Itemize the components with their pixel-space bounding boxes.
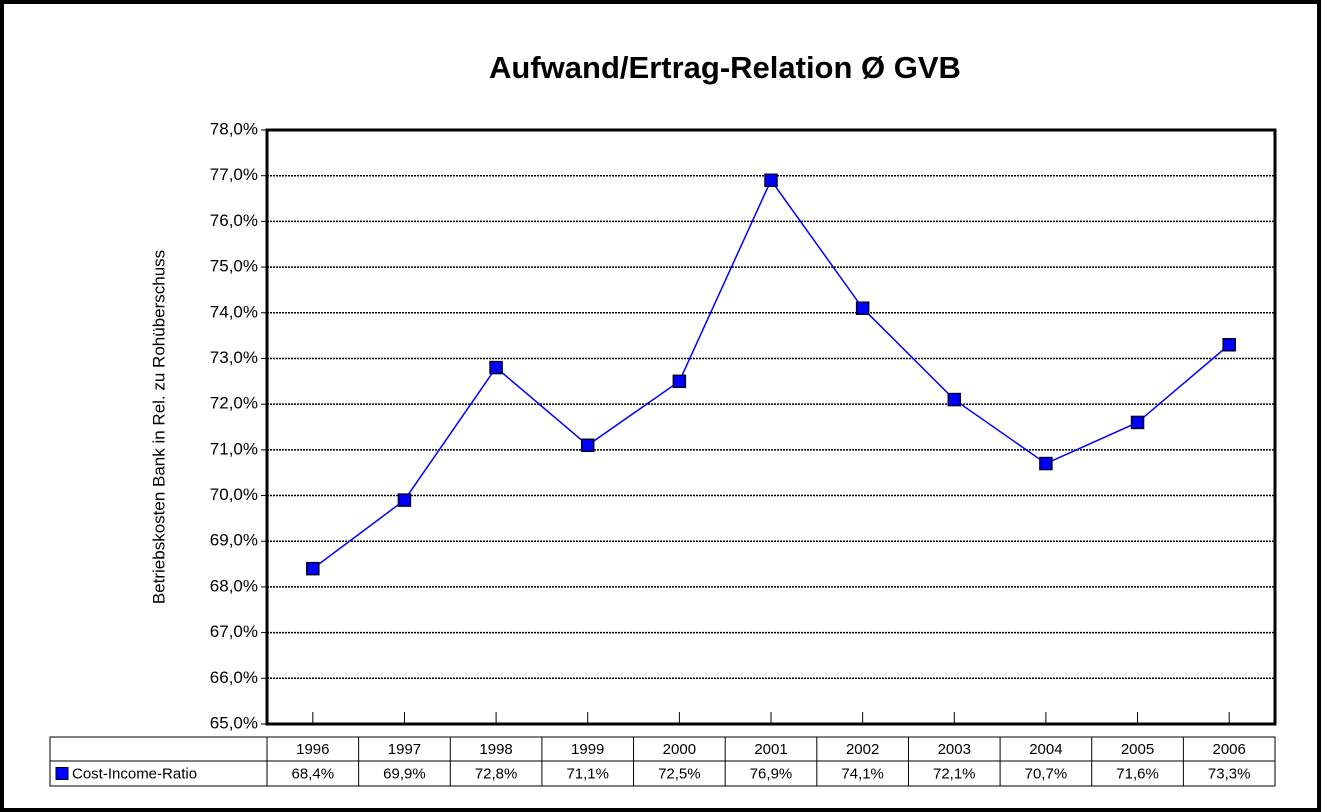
data-point [397, 493, 412, 507]
data-label: 73,3% [1208, 765, 1251, 782]
data-point [489, 360, 503, 375]
data-label: 72,8% [475, 765, 518, 782]
data-label: 72,5% [658, 765, 701, 782]
data-label: 70,7% [1025, 765, 1068, 782]
y-tick-label: 66,0% [210, 668, 258, 687]
data-point [1039, 456, 1053, 471]
x-tick-label: 2001 [754, 741, 787, 758]
data-label: 69,9% [383, 765, 426, 782]
x-tick-label: 1996 [296, 741, 329, 758]
y-tick-label: 67,0% [210, 622, 258, 641]
y-tick-label: 68,0% [210, 576, 258, 595]
data-point [764, 173, 778, 188]
data-point [947, 392, 962, 407]
data-point [580, 438, 595, 453]
y-tick-label: 78,0% [210, 119, 258, 138]
y-tick-label: 71,0% [210, 439, 258, 458]
data-point [306, 561, 320, 576]
data-point [1130, 415, 1145, 430]
data-label: 71,1% [566, 765, 609, 782]
y-tick-label: 69,0% [210, 531, 258, 550]
y-tick-label: 65,0% [210, 713, 258, 732]
data-label: 68,4% [292, 765, 335, 782]
y-tick-label: 77,0% [210, 165, 258, 184]
y-tick-label: 75,0% [210, 257, 258, 276]
data-label: 74,1% [841, 765, 884, 782]
x-tick-label: 2000 [663, 741, 696, 758]
chart-title: Aufwand/Ertrag-Relation Ø GVB [489, 50, 961, 85]
x-tick-label: 2004 [1029, 741, 1062, 758]
x-tick-label: 1998 [479, 741, 512, 758]
legend-label: Cost-Income-Ratio [72, 765, 197, 782]
data-label: 72,1% [933, 765, 976, 782]
y-axis-label: Betriebskosten Bank in Rel. zu Rohübersc… [149, 250, 168, 604]
data-point [1222, 338, 1236, 352]
x-tick-label: 1997 [388, 741, 421, 758]
data-point [855, 301, 870, 315]
x-tick-label: 2005 [1121, 741, 1154, 758]
x-tick-label: 2003 [938, 741, 971, 758]
y-tick-label: 73,0% [210, 348, 258, 367]
x-tick-label: 1999 [571, 741, 604, 758]
x-tick-label: 2002 [846, 741, 879, 758]
y-tick-label: 72,0% [210, 394, 258, 413]
x-tick-label: 2006 [1212, 741, 1245, 758]
y-tick-label: 70,0% [210, 485, 258, 504]
y-tick-label: 76,0% [210, 211, 258, 230]
y-tick-label: 74,0% [210, 302, 258, 321]
legend-marker [55, 767, 69, 780]
data-label: 76,9% [750, 765, 793, 782]
data-point [672, 374, 687, 389]
data-label: 71,6% [1116, 765, 1159, 782]
